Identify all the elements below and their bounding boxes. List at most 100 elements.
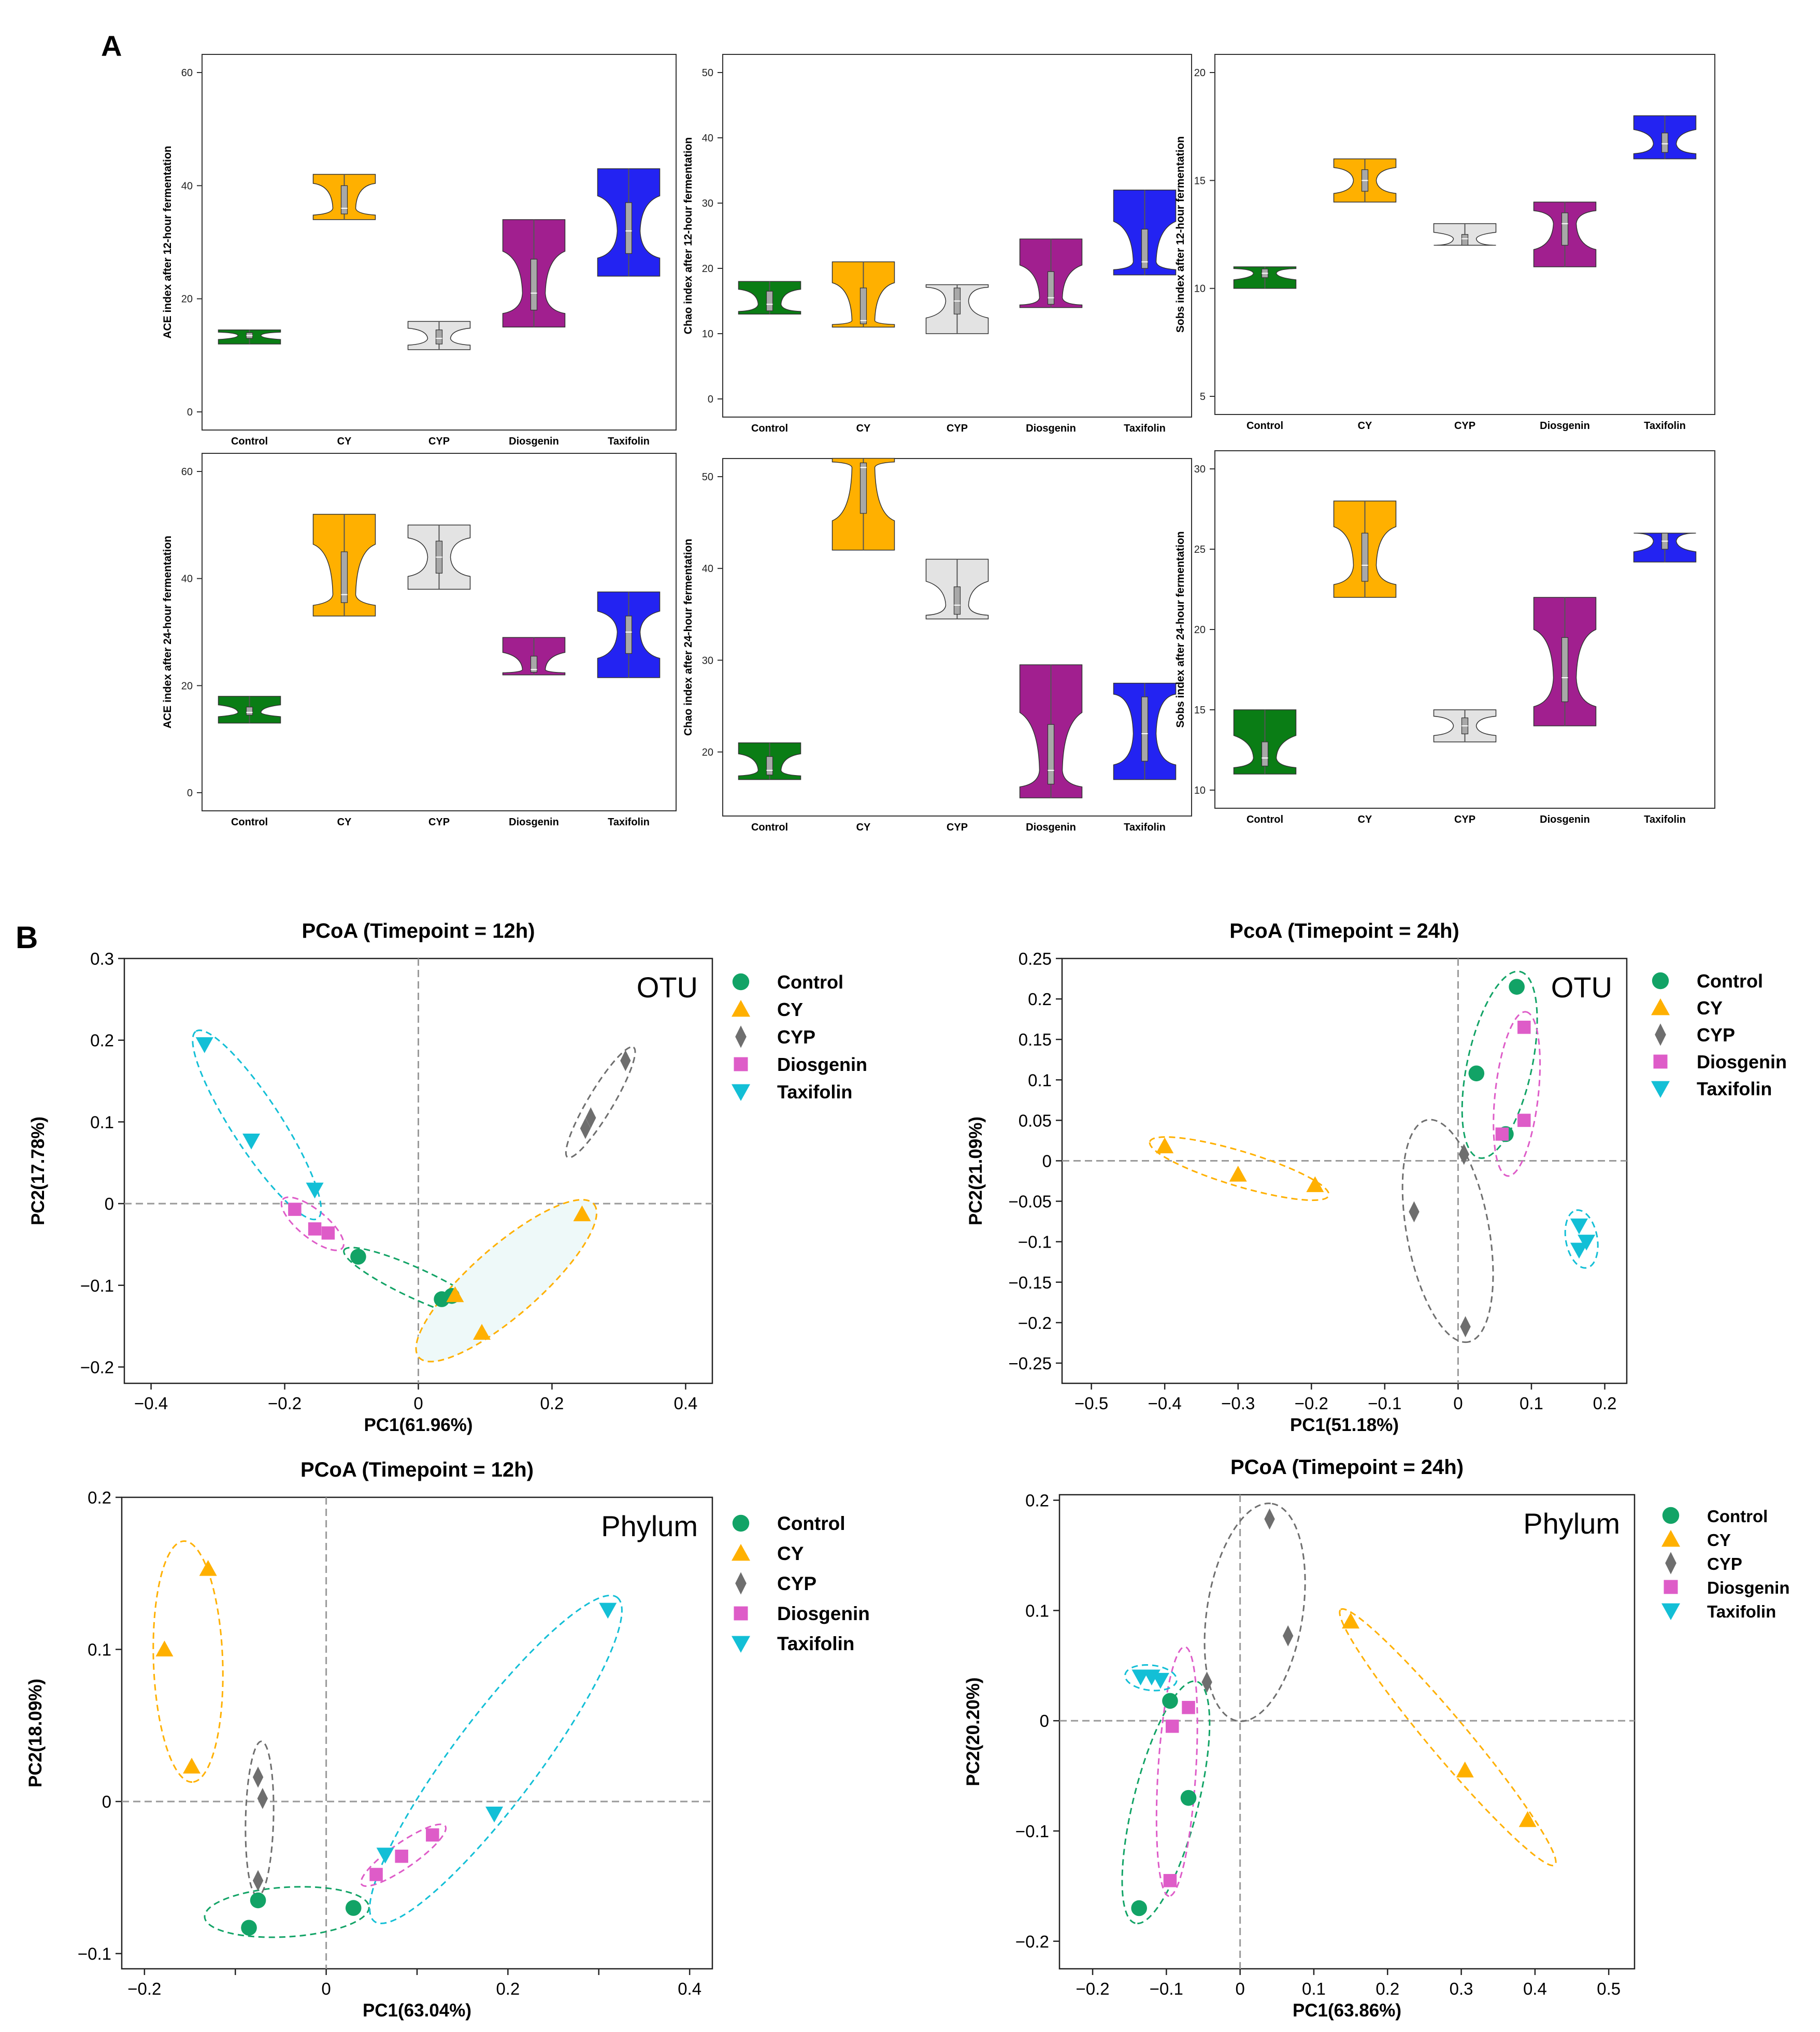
point-cyp <box>1282 1625 1294 1647</box>
legend-marker-diosgenin <box>734 1606 748 1621</box>
ellipse-diosgenin <box>1493 1011 1541 1177</box>
chart-title: PCoA (Timepoint = 24h) <box>1230 1456 1464 1479</box>
legend-marker-control <box>732 973 750 991</box>
ellipse-cy <box>1149 1136 1330 1201</box>
pcoa-chart-phy12: PCoA (Timepoint = 12h) −0.2 0 0.2 0.4 −0.1 0 0.… <box>25 1458 870 2021</box>
charts-layer: 0 20 40 60 ACE index after 12-hour fermentat… <box>25 54 1790 2021</box>
ellipse-control <box>1121 1680 1211 1925</box>
point-cyp <box>1201 1671 1212 1693</box>
y-tick-label: 10 <box>702 328 713 340</box>
point-diosgenin <box>1517 1113 1531 1127</box>
point-cy <box>573 1205 591 1222</box>
y-tick-label: −0.25 <box>1009 1354 1052 1373</box>
pcoa-chart-phy24: PCoA (Timepoint = 24h) −0.2 −0.1 0 0.1 0.2 0.3… <box>963 1456 1790 2021</box>
box-cy <box>340 551 348 603</box>
x-tick-label: CYP <box>1454 420 1475 432</box>
y-axis-label: PC2(20.20%) <box>963 1677 983 1786</box>
y-tick-label: 0.2 <box>1028 990 1052 1009</box>
chart-title: PCoA (Timepoint = 12h) <box>302 920 535 942</box>
pcoa-chart-otu12: PCoA (Timepoint = 12h) −0.4 −0.2 0 0.2 0.4 −0.… <box>28 920 867 1435</box>
point-diosgenin <box>369 1868 383 1881</box>
y-tick-label: 0.1 <box>1025 1601 1049 1620</box>
legend-marker-control <box>1662 1507 1680 1524</box>
point-cyp <box>1264 1508 1275 1530</box>
point-cy <box>1518 1811 1537 1827</box>
panel-label-b: B <box>16 920 38 955</box>
x-tick-label: Control <box>231 436 268 447</box>
y-tick-label: 20 <box>1194 67 1206 79</box>
x-tick-label: Control <box>1246 814 1283 825</box>
ellipse-taxifolin <box>369 1594 623 1924</box>
legend-label-cyp: CYP <box>777 1573 816 1594</box>
y-tick-label: −0.2 <box>1018 1313 1052 1333</box>
legend-label-diosgenin: Diosgenin <box>1707 1578 1790 1597</box>
ellipse-cyp <box>1401 1119 1494 1343</box>
violin-chart-sobs24: 10 15 20 25 30 Sobs index after 24-hour ferme… <box>1174 450 1715 825</box>
point-diosgenin <box>426 1828 439 1842</box>
box-control <box>766 291 773 311</box>
y-tick-label: 20 <box>1194 624 1206 636</box>
x-tick-label: −0.5 <box>1074 1394 1108 1413</box>
feature-level-tag: OTU <box>637 971 698 1004</box>
plot-frame <box>1058 1494 1636 1970</box>
y-tick-label: 25 <box>1194 544 1206 555</box>
x-tick-label: 0 <box>1235 1979 1244 1998</box>
y-tick-label: 40 <box>181 574 193 585</box>
legend: Control CY CYP Diosgenin Taxifolin <box>1651 970 1787 1099</box>
ellipse-taxifolin <box>1564 1209 1599 1269</box>
ellipse-taxifolin <box>1124 1664 1178 1692</box>
legend-marker-taxifolin <box>732 1084 750 1101</box>
x-tick-label: 0 <box>1453 1394 1463 1413</box>
legend-label-cyp: CYP <box>1697 1024 1735 1046</box>
legend-label-cyp: CYP <box>1707 1554 1742 1573</box>
point-cy <box>473 1324 491 1340</box>
legend-label-cy: CY <box>777 999 803 1020</box>
violin-chart-ace24: 0 20 40 60 ACE index after 24-hour fermentat… <box>162 453 677 828</box>
legend-marker-cyp <box>735 1572 747 1595</box>
point-cyp <box>585 1107 596 1128</box>
legend: Control CY CYP Diosgenin Taxifolin <box>1661 1507 1790 1621</box>
y-tick-label: 0.25 <box>1019 949 1052 968</box>
legend-label-taxifolin: Taxifolin <box>1697 1078 1772 1099</box>
plot-frame <box>202 453 677 811</box>
point-control <box>1162 1693 1178 1709</box>
y-tick-label: 50 <box>702 471 713 483</box>
y-tick-label: 0.1 <box>90 1112 114 1132</box>
point-taxifolin <box>242 1134 261 1150</box>
x-tick-label: Taxifolin <box>608 436 650 447</box>
point-control <box>1509 979 1525 995</box>
ellipse-cy <box>1339 1608 1557 1867</box>
box-control <box>1261 741 1269 767</box>
violin-chart-sobs12: 5 10 15 20 Sobs index after 12-hour fermenta… <box>1174 54 1715 432</box>
point-control <box>1468 1065 1485 1082</box>
x-tick-label: 0 <box>413 1394 423 1413</box>
legend-label-control: Control <box>1697 970 1763 992</box>
plot-frame <box>202 54 677 431</box>
y-tick-label: 0 <box>708 394 713 405</box>
y-tick-label: 40 <box>181 180 193 192</box>
y-axis-label: PC2(17.78%) <box>28 1117 48 1225</box>
y-axis-label: Sobs index after 24-hour fermentation <box>1174 531 1186 727</box>
y-tick-label: 10 <box>1194 785 1206 796</box>
legend-marker-taxifolin <box>1661 1603 1680 1620</box>
box-cy <box>1361 533 1369 582</box>
plot-frame <box>722 458 1192 817</box>
point-taxifolin <box>376 1848 394 1864</box>
x-axis-label: PC1(63.86%) <box>1293 2000 1401 2021</box>
y-axis-label: ACE index after 12-hour fermentation <box>162 146 174 338</box>
box-control <box>766 756 773 776</box>
x-tick-label: 0 <box>321 1979 331 1998</box>
point-cyp <box>252 1766 264 1788</box>
point-diosgenin <box>1517 1021 1531 1034</box>
plot-frame <box>722 54 1192 418</box>
legend-marker-control <box>732 1514 750 1532</box>
y-tick-label: 0.2 <box>88 1488 111 1507</box>
x-tick-label: CY <box>1358 814 1372 825</box>
x-tick-label: −0.2 <box>127 1979 161 1998</box>
box-diosgenin <box>530 259 538 311</box>
x-tick-label: 0.5 <box>1597 1979 1621 1998</box>
x-tick-label: Diosgenin <box>509 817 559 828</box>
point-control <box>1131 1900 1147 1916</box>
point-taxifolin <box>306 1182 324 1199</box>
